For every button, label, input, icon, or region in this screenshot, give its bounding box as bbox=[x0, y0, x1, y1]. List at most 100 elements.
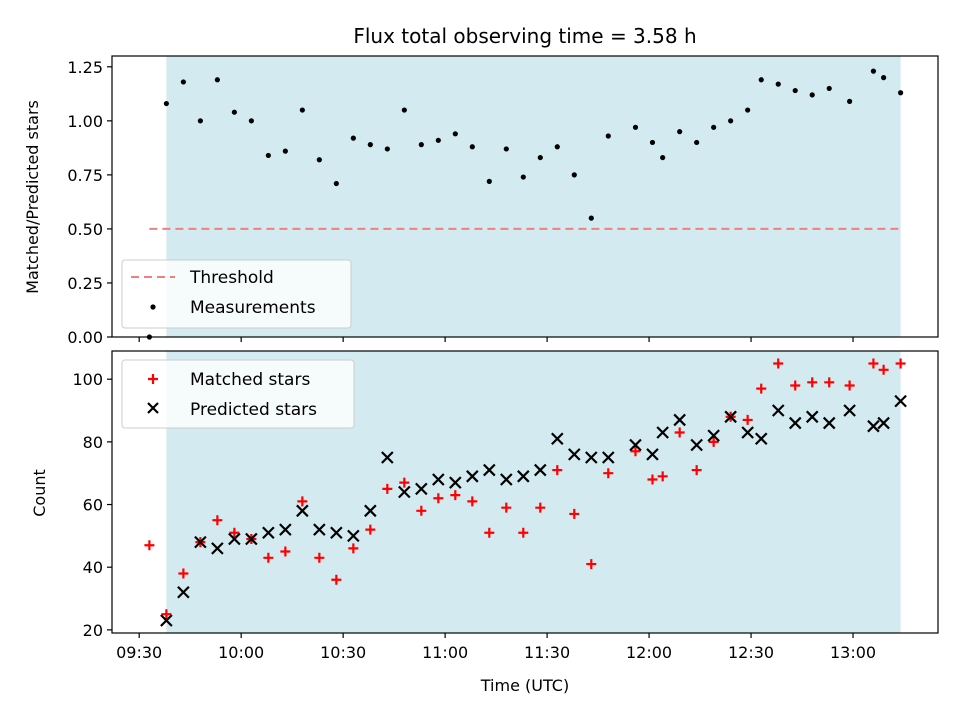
predicted-star-point bbox=[673, 413, 686, 427]
predicted-star-point bbox=[466, 470, 479, 483]
measurement-point bbox=[632, 124, 639, 130]
legend-predicted-marker-icon bbox=[147, 402, 159, 414]
predicted-star-point bbox=[894, 394, 907, 408]
matched-star-point bbox=[501, 502, 512, 513]
legend-threshold-label: Threshold bbox=[189, 268, 274, 288]
top-y-axis-label: Matched/Predicted stars bbox=[23, 100, 42, 294]
matched-star-point bbox=[399, 477, 410, 488]
matched-star-point bbox=[178, 568, 189, 579]
predicted-star-point bbox=[313, 523, 326, 536]
matched-star-point bbox=[790, 380, 801, 391]
predicted-star-point bbox=[822, 416, 836, 430]
top-panel: Flux total observing time = 3.58 h 0.00 0… bbox=[23, 24, 939, 347]
matched-star-point bbox=[535, 502, 546, 513]
predicted-star-point bbox=[646, 448, 659, 461]
matched-star-point bbox=[742, 414, 753, 425]
measurement-point bbox=[350, 135, 356, 141]
matched-star-point bbox=[895, 358, 906, 369]
matched-star-point bbox=[708, 436, 719, 447]
predicted-star-point bbox=[843, 404, 856, 417]
matched-star-point bbox=[878, 364, 889, 375]
predicted-star-point bbox=[364, 504, 377, 518]
x-tick-label: 09:30 bbox=[116, 643, 162, 662]
measurement-point bbox=[333, 180, 339, 187]
bottom-y-tick-label: 80 bbox=[83, 433, 103, 452]
chart-title: Flux total observing time = 3.58 h bbox=[353, 24, 696, 48]
measurement-point bbox=[163, 100, 169, 107]
matched-star-point bbox=[450, 490, 461, 501]
measurement-point bbox=[809, 92, 815, 98]
predicted-star-point bbox=[534, 463, 547, 477]
measurement-point bbox=[180, 79, 186, 85]
measurement-point bbox=[299, 107, 305, 113]
measurement-point bbox=[728, 118, 734, 124]
matched-star-point bbox=[807, 377, 818, 388]
measurement-point bbox=[775, 81, 781, 87]
measurement-point bbox=[554, 144, 560, 150]
measurement-point bbox=[520, 174, 526, 180]
x-tick-label: 12:30 bbox=[728, 643, 774, 662]
matched-star-point bbox=[467, 496, 478, 507]
x-axis-label: Time (UTC) bbox=[480, 676, 569, 695]
matched-star-point bbox=[552, 465, 563, 476]
matched-star-point bbox=[603, 468, 614, 479]
measurement-point bbox=[605, 133, 611, 139]
x-tick-label: 11:30 bbox=[524, 643, 570, 662]
measurement-point bbox=[503, 146, 509, 152]
measurement-point bbox=[792, 87, 798, 94]
bottom-panel: 20 40 60 80 100 09:30 10:00 10:30 11:00 11:30 12:0… bbox=[30, 350, 939, 695]
top-y-tick-label: 0.75 bbox=[67, 166, 103, 185]
predicted-star-point bbox=[517, 470, 530, 483]
predicted-star-point bbox=[279, 523, 292, 536]
measurement-point bbox=[649, 139, 656, 146]
top-y-tick-label: 1.00 bbox=[67, 112, 103, 131]
matched-star-point bbox=[161, 609, 172, 620]
top-y-tick-label: 1.25 bbox=[67, 58, 103, 77]
top-y-tick-label: 0.00 bbox=[67, 328, 103, 347]
predicted-star-point bbox=[771, 404, 785, 417]
measurement-point bbox=[745, 107, 751, 113]
matched-star-point bbox=[868, 358, 879, 369]
matched-star-point bbox=[518, 527, 529, 538]
predicted-star-point bbox=[245, 532, 258, 546]
bottom-y-axis-label: Count bbox=[30, 469, 49, 517]
x-tick-label: 10:00 bbox=[218, 643, 264, 662]
legend-measurements-marker-icon bbox=[150, 304, 156, 310]
top-axes-frame bbox=[111, 55, 939, 338]
matched-star-point bbox=[263, 552, 274, 563]
measurement-point bbox=[826, 85, 832, 92]
matched-star-point bbox=[824, 377, 835, 388]
predicted-star-point bbox=[754, 432, 768, 446]
predicted-star-point bbox=[398, 485, 411, 499]
predicted-star-point bbox=[449, 476, 462, 489]
bottom-y-tick-label: 40 bbox=[83, 558, 103, 577]
measurement-point bbox=[401, 107, 407, 113]
measurement-point bbox=[282, 148, 288, 154]
predicted-star-point bbox=[500, 473, 513, 486]
measurement-point bbox=[660, 154, 666, 161]
predicted-star-point bbox=[805, 410, 819, 424]
matched-star-point bbox=[416, 505, 427, 516]
measurement-point bbox=[248, 118, 254, 124]
measurement-point bbox=[265, 152, 271, 159]
top-y-tick-label: 0.25 bbox=[67, 274, 103, 293]
matched-star-point bbox=[844, 380, 855, 391]
predicted-star-point bbox=[690, 438, 703, 452]
legend-predicted-label: Predicted stars bbox=[190, 400, 317, 420]
predicted-star-point bbox=[867, 419, 880, 433]
measurement-point bbox=[486, 178, 492, 184]
measurement-point bbox=[881, 75, 887, 81]
matched-star-point bbox=[773, 358, 784, 369]
legend-matched-label: Matched stars bbox=[190, 370, 310, 390]
measurement-point bbox=[711, 124, 717, 130]
matched-star-point bbox=[348, 543, 359, 554]
matched-star-point bbox=[569, 508, 580, 519]
measurement-point bbox=[870, 68, 877, 74]
measurement-point bbox=[847, 98, 853, 104]
measurement-point bbox=[469, 144, 475, 150]
predicted-star-point bbox=[194, 535, 207, 549]
predicted-star-point bbox=[432, 473, 445, 486]
predicted-star-point bbox=[656, 426, 669, 439]
predicted-star-point bbox=[347, 529, 360, 543]
predicted-star-point bbox=[585, 451, 598, 464]
